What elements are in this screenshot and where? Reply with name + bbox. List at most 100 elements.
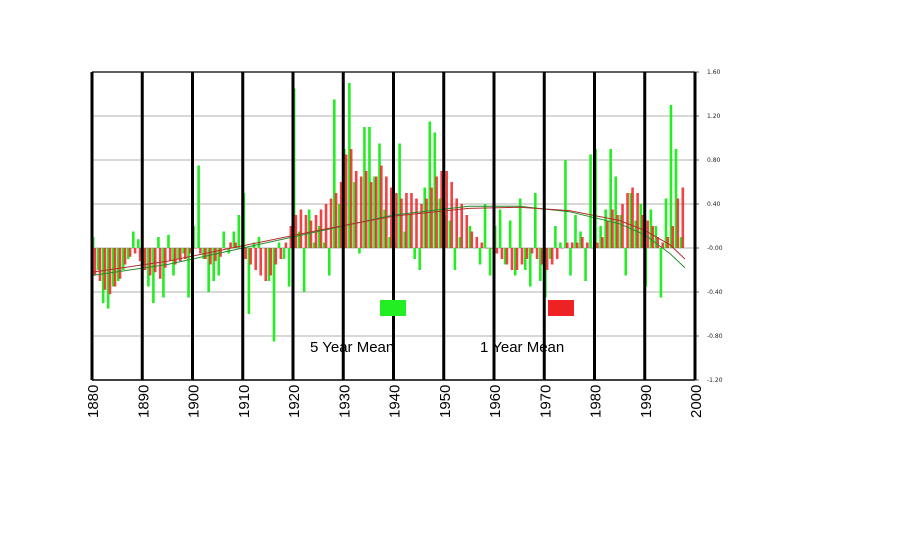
one-year-bar-1989 — [641, 215, 644, 248]
one-year-bar-1965 — [520, 248, 524, 265]
one-year-bar-1937 — [380, 165, 383, 248]
five-year-bar-1941 — [398, 143, 401, 248]
bars — [91, 83, 685, 342]
five-year-bar-1895 — [167, 234, 170, 248]
one-year-bar-1907 — [229, 242, 232, 248]
one-year-bar-1948 — [435, 176, 438, 248]
one-year-bar-1979 — [591, 248, 594, 249]
five-year-bar-1901 — [197, 165, 200, 248]
one-year-bar-1972 — [555, 248, 559, 259]
one-year-bar-1889 — [138, 248, 142, 262]
five-year-bar-1936 — [373, 176, 376, 248]
one-year-bar-1986 — [626, 193, 629, 248]
legend: 5 Year Mean 1 Year Mean — [310, 300, 574, 356]
one-year-bar-1947 — [430, 187, 433, 248]
one-year-bar-1956 — [475, 237, 479, 248]
y-tick-label: -0.40 — [707, 289, 723, 296]
x-tick-label-1890: 1890 — [135, 385, 152, 418]
five-year-bar-1926 — [322, 242, 326, 248]
five-year-bar-1932 — [353, 182, 356, 248]
one-year-bar-1942 — [405, 193, 408, 248]
five-year-bar-1978 — [584, 248, 587, 281]
one-year-bar-1927 — [329, 198, 333, 248]
five-year-bar-1968 — [534, 193, 537, 248]
five-year-bar-1955 — [468, 226, 472, 248]
one-year-bar-1973 — [560, 248, 564, 249]
five-year-bar-1896 — [172, 248, 175, 276]
five-year-bar-1957 — [478, 248, 482, 265]
one-year-bar-1918 — [284, 242, 288, 248]
one-year-bar-1892 — [153, 248, 157, 273]
five-year-bar-1965 — [518, 198, 522, 248]
five-year-bar-1924 — [312, 242, 316, 248]
one-year-bar-1913 — [259, 248, 263, 276]
one-year-bar-1887 — [128, 248, 132, 257]
one-year-bar-1970 — [545, 248, 549, 270]
one-year-bar-1882 — [103, 248, 107, 290]
one-year-bar-1904 — [214, 248, 217, 262]
five-year-bar-1935 — [368, 127, 371, 248]
one-year-bar-1988 — [636, 193, 639, 248]
y-tick-label: 1.20 — [707, 113, 721, 120]
five-year-bar-1937 — [378, 143, 381, 248]
five-year-bar-1885 — [116, 248, 120, 281]
one-year-bar-1941 — [400, 198, 403, 248]
one-year-bar-1920 — [294, 215, 298, 248]
five-year-bar-1974 — [564, 160, 567, 248]
five-year-bar-1903 — [207, 248, 210, 292]
five-year-bar-1917 — [277, 242, 281, 248]
five-year-bar-1975 — [569, 248, 572, 276]
one-year-bar-1890 — [143, 248, 147, 270]
five-year-bar-1931 — [348, 83, 351, 248]
one-year-bar-1917 — [279, 248, 283, 259]
one-year-bar-1885 — [118, 248, 122, 279]
five-year-bar-1882 — [101, 248, 105, 303]
y-axis: 1.60 1.20 0.80 0.40 -0.00 -0.40 -0.80 -1.20 — [695, 69, 723, 384]
five-year-bar-1953 — [458, 237, 462, 248]
five-year-bar-1921 — [297, 231, 301, 248]
five-year-bar-1964 — [513, 248, 517, 276]
five-year-bar-1933 — [358, 248, 361, 254]
one-year-bar-1932 — [354, 171, 358, 248]
five-year-bar-1991 — [649, 209, 653, 248]
five-year-bar-1984 — [614, 176, 617, 248]
one-year-bar-1981 — [601, 237, 604, 248]
one-year-bar-1940 — [395, 193, 398, 248]
five-year-bar-1959 — [488, 248, 492, 276]
five-year-bar-1989 — [639, 204, 643, 248]
one-year-bar-1994 — [666, 237, 670, 248]
one-year-bar-1880 — [93, 248, 97, 276]
one-year-bar-1893 — [158, 248, 162, 279]
one-year-bar-1895 — [168, 248, 172, 262]
one-year-bar-1992 — [656, 237, 659, 248]
one-year-bar-1946 — [425, 198, 428, 248]
x-tick-label-1880: 1880 — [85, 385, 102, 418]
one-year-bar-1978 — [586, 242, 589, 248]
one-year-bar-1903 — [209, 248, 212, 265]
one-year-bar-1881 — [98, 248, 102, 281]
five-year-bar-1976 — [574, 215, 577, 248]
x-tick-label-1980: 1980 — [588, 385, 605, 418]
one-year-bar-1933 — [359, 176, 363, 248]
five-year-bar-1948 — [433, 132, 437, 248]
five-year-bar-1951 — [448, 220, 452, 248]
one-year-bar-1922 — [304, 215, 308, 248]
one-year-bar-1945 — [420, 204, 423, 248]
one-year-bar-1915 — [269, 248, 273, 276]
one-year-bar-1951 — [450, 182, 453, 248]
x-tick-label-1990: 1990 — [638, 385, 655, 418]
five-year-bar-1995 — [669, 105, 673, 248]
one-year-bar-1934 — [364, 171, 368, 248]
one-year-bar-1921 — [299, 209, 303, 248]
one-year-bar-1954 — [465, 215, 469, 248]
five-year-bar-1977 — [579, 231, 582, 248]
five-year-bar-1889 — [137, 239, 140, 248]
one-year-bar-1977 — [581, 237, 584, 248]
five-year-bar-1908 — [232, 231, 236, 248]
five-year-bar-1887 — [126, 248, 130, 259]
one-year-bar-1996 — [676, 198, 680, 248]
one-year-bar-1984 — [616, 215, 619, 248]
one-year-bar-1943 — [410, 193, 413, 248]
five-year-bar-1973 — [559, 242, 562, 248]
one-year-bar-1968 — [535, 248, 539, 259]
